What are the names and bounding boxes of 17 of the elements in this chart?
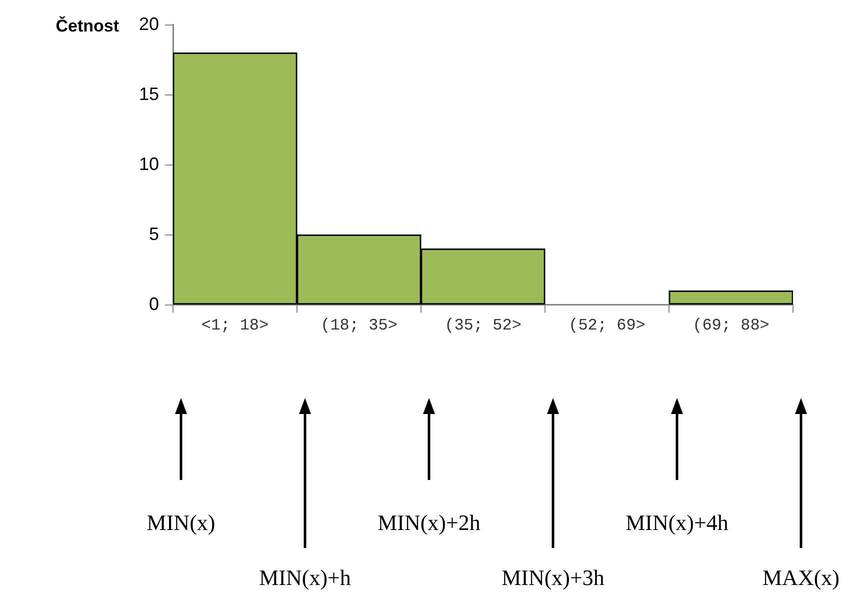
- x-tick-label: (18; 35>: [320, 316, 398, 335]
- text: MIN(x)+2h: [376, 510, 482, 536]
- x-tick-label: <1; 18>: [201, 316, 269, 335]
- y-tick-label: 10: [138, 154, 160, 174]
- x-tick-label: (52; 69>: [568, 316, 646, 335]
- y-tick-label: 0: [149, 294, 160, 314]
- text: MAX(x): [762, 565, 840, 591]
- text: MIN(x)+h: [258, 565, 352, 591]
- x-tick-label: (35; 52>: [444, 316, 522, 335]
- y-axis-title: Četnost: [56, 15, 120, 36]
- y-tick-label: 20: [138, 14, 160, 34]
- text: MIN(x): [146, 510, 216, 536]
- y-tick-label: 15: [138, 84, 160, 104]
- y-tick-label: 5: [149, 224, 160, 244]
- text: MIN(x)+3h: [500, 565, 606, 591]
- x-tick-label: (69; 88>: [692, 316, 770, 335]
- text: MIN(x)+4h: [624, 510, 730, 536]
